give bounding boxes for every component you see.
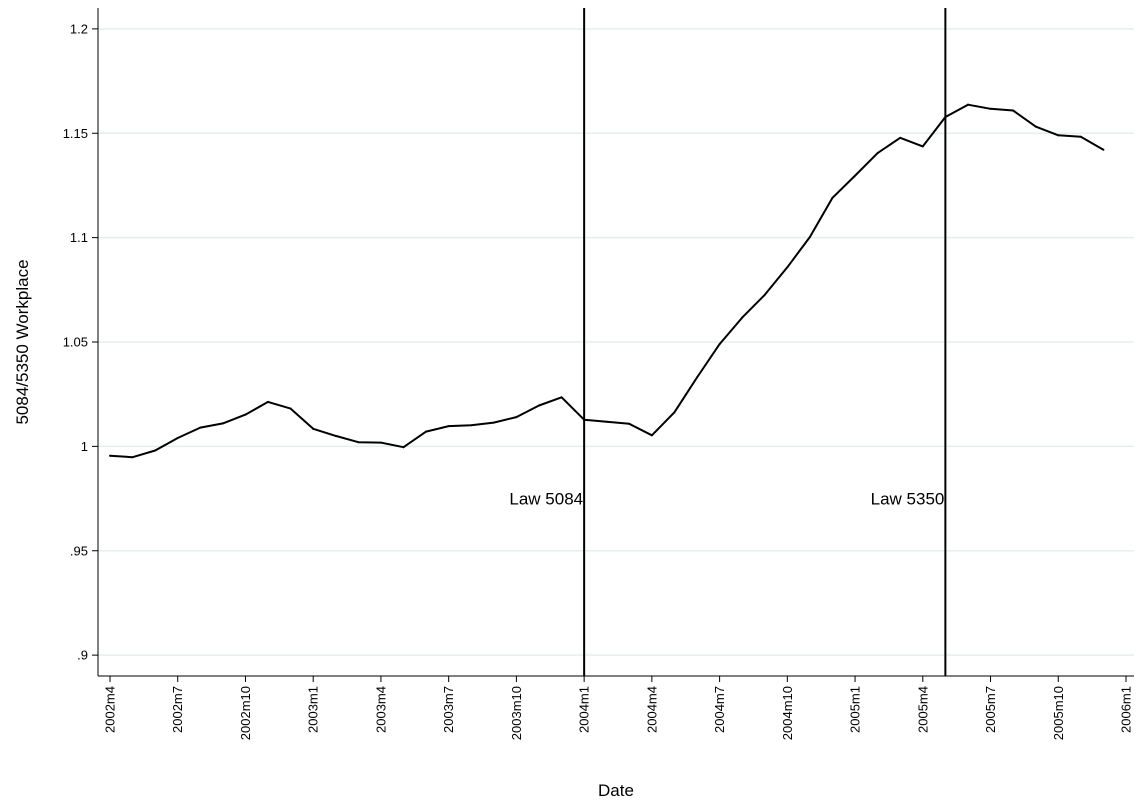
y-tick-label: 1 (81, 439, 88, 454)
series-line (109, 103, 1104, 459)
reference-lines (583, 8, 947, 676)
data-point (176, 437, 179, 440)
y-tick-label: 1.2 (70, 21, 88, 36)
grid-lines (98, 28, 1134, 656)
data-point (944, 115, 947, 118)
data-point (650, 434, 653, 437)
data-point (605, 420, 608, 423)
data-point (244, 413, 247, 416)
data-point (763, 293, 766, 296)
data-point (334, 434, 337, 437)
x-tick-label: 2003m10 (509, 686, 524, 740)
y-tick-label: 1.05 (63, 335, 88, 350)
x-tick-label: 2002m7 (170, 686, 185, 733)
data-point (1079, 135, 1082, 138)
data-point (786, 266, 789, 269)
reference-line-label: Law 5350 (871, 490, 945, 509)
data-point (425, 430, 428, 433)
data-point (628, 422, 631, 425)
data-point (470, 424, 473, 427)
data-point (312, 427, 315, 430)
data-point (109, 454, 111, 457)
data-point (966, 103, 969, 106)
data-point (289, 407, 292, 410)
data-point (537, 404, 540, 407)
data-point (876, 152, 879, 155)
x-tick-label: 2004m7 (712, 686, 727, 733)
data-point (673, 411, 676, 414)
data-point (718, 343, 721, 346)
data-point (515, 416, 518, 419)
x-tick-label: 2005m1 (848, 686, 863, 733)
data-point (741, 316, 744, 319)
y-axis-title: 5084/5350 Workplace (13, 259, 32, 424)
y-tick-label: 1.15 (63, 126, 88, 141)
y-tick-label: .95 (70, 543, 88, 558)
data-point (357, 441, 360, 444)
data-point (899, 136, 902, 139)
data-point (831, 196, 834, 199)
data-point (1057, 134, 1060, 137)
x-tick-label: 2004m1 (577, 686, 592, 733)
x-axis-title: Date (598, 781, 634, 800)
data-point (808, 235, 811, 238)
data-point (1034, 125, 1037, 128)
x-tick-label: 2002m10 (238, 686, 253, 740)
data-point (221, 422, 224, 425)
annotations: Law 5084 Law 5350 (509, 490, 944, 509)
series-layer (109, 103, 1105, 459)
data-point (492, 421, 495, 424)
data-point (154, 449, 157, 452)
x-tick-label: 2003m4 (373, 686, 388, 733)
data-point (989, 107, 992, 110)
data-point (583, 418, 586, 421)
data-point (402, 446, 405, 449)
reference-line-label: Law 5084 (509, 490, 583, 509)
x-axis-ticks: 2002m4 2002m7 2002m10 2003m1 2003m4 2003m7 200… (103, 676, 1134, 740)
data-point (854, 174, 857, 177)
y-tick-label: .9 (77, 648, 88, 663)
x-tick-label: 2003m1 (306, 686, 321, 733)
data-point (921, 145, 924, 148)
x-tick-label: 2002m4 (103, 686, 118, 733)
data-point (696, 376, 699, 379)
data-point (131, 456, 134, 459)
data-point (379, 441, 382, 444)
x-tick-label: 2005m10 (1051, 686, 1066, 740)
x-tick-label: 2004m10 (780, 686, 795, 740)
y-axis-ticks: .9 .95 1 1.05 1.1 1.15 1.2 (63, 21, 98, 663)
x-tick-label: 2005m4 (915, 686, 930, 733)
x-tick-label: 2005m7 (983, 686, 998, 733)
x-tick-label: 2004m4 (644, 686, 659, 733)
data-point (1102, 148, 1105, 151)
data-point (199, 426, 202, 429)
x-tick-label: 2003m7 (441, 686, 456, 733)
y-tick-label: 1.1 (70, 230, 88, 245)
x-tick-label: 2006m1 (1119, 686, 1134, 733)
data-point (447, 425, 450, 428)
data-point (267, 400, 270, 403)
data-point (560, 396, 563, 399)
data-point (1012, 109, 1015, 112)
